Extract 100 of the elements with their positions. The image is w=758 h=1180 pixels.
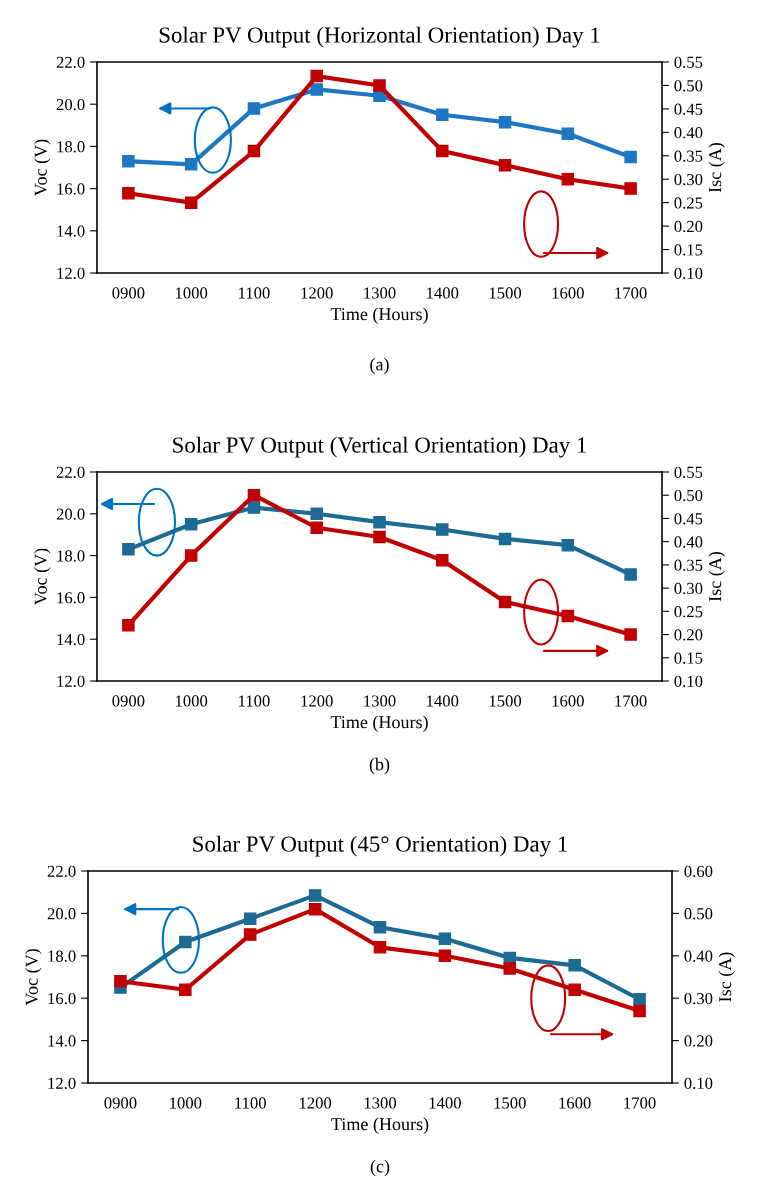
point	[310, 83, 323, 96]
y2-tick-label: 0.40	[674, 127, 703, 139]
point	[373, 79, 386, 92]
x-tick-label: 1000	[175, 287, 208, 299]
x-tick-label: 1700	[615, 287, 647, 299]
point	[624, 182, 637, 195]
y-tick-label: 16.0	[48, 992, 76, 1005]
point	[624, 568, 637, 581]
point	[247, 102, 261, 115]
point	[436, 523, 449, 536]
y2-tick-label: 0.20	[684, 1035, 713, 1047]
point	[184, 549, 198, 562]
y-tick-label: 18.0	[57, 550, 85, 562]
y2-tick-label: 0.30	[674, 173, 703, 186]
point	[561, 609, 575, 623]
x-tick-label: 1100	[239, 695, 270, 707]
point	[247, 501, 261, 514]
point	[184, 517, 198, 531]
x-axis-title: Time (Hours)	[330, 307, 428, 324]
point	[247, 144, 261, 158]
x-axis-title: Time (Hours)	[331, 1117, 429, 1134]
point	[498, 115, 512, 129]
x-tick-label: 1700	[615, 695, 647, 707]
x-axis-title: Time (Hours)	[330, 715, 428, 732]
y-tick-label: 14.0	[57, 633, 85, 646]
x-tick-label: 1600	[559, 1097, 591, 1109]
text: (c)	[370, 1159, 390, 1177]
point	[561, 538, 575, 552]
y-tick-label: 14.0	[48, 1035, 76, 1047]
point	[568, 983, 581, 996]
point	[114, 974, 127, 988]
y2-tick-label: 0.55	[674, 56, 703, 69]
x-tick-label: 1100	[239, 287, 270, 299]
y-tick-label: 20.0	[56, 98, 85, 111]
y-tick-label: 12.0	[48, 1077, 76, 1090]
x-tick-label: 1000	[175, 695, 208, 707]
point	[179, 935, 192, 949]
y2-tick-label: 0.40	[674, 536, 703, 548]
y-axis-title: Voc (V)	[25, 949, 42, 1006]
point	[310, 507, 323, 521]
y-axis-title: Voc (V)	[34, 548, 51, 605]
point	[373, 941, 387, 954]
x-tick-label: 1500	[489, 287, 522, 299]
y-tick-label: 20.0	[47, 908, 76, 920]
point	[243, 928, 257, 941]
x-tick-label: 1600	[552, 287, 584, 299]
point	[373, 920, 387, 934]
y2-tick-label: 0.35	[674, 150, 703, 162]
x-tick-label: 1400	[427, 287, 459, 299]
y2-tick-label: 0.30	[674, 582, 703, 595]
text: (a)	[370, 357, 389, 375]
y2-axis-title: Isc (A)	[718, 952, 735, 1002]
point	[122, 154, 135, 168]
y2-tick-label: 0.25	[674, 197, 703, 209]
y2-tick-label: 0.10	[674, 267, 703, 280]
y-tick-label: 22.0	[56, 466, 85, 479]
point	[373, 515, 386, 529]
point	[310, 69, 323, 83]
point	[310, 521, 323, 534]
point	[624, 150, 637, 164]
y2-tick-label: 0.50	[674, 80, 703, 92]
x-tick-label: 1300	[364, 287, 396, 299]
y2-tick-label: 0.60	[684, 865, 713, 878]
y-tick-label: 14.0	[57, 225, 85, 237]
y-tick-label: 22.0	[47, 865, 76, 878]
y2-tick-label: 0.40	[684, 950, 713, 962]
y-tick-label: 18.0	[57, 141, 85, 153]
point	[436, 553, 449, 567]
point	[243, 912, 257, 925]
x-tick-label: 0900	[112, 287, 145, 299]
point	[122, 619, 135, 632]
x-tick-label: 1200	[301, 287, 333, 299]
y-tick-label: 12.0	[57, 675, 85, 688]
point	[179, 983, 192, 996]
point	[498, 595, 512, 609]
y2-tick-label: 0.20	[674, 629, 703, 641]
y2-tick-label: 0.25	[674, 606, 703, 618]
point	[122, 543, 135, 556]
point	[122, 187, 135, 200]
y2-tick-label: 0.50	[674, 489, 703, 502]
text: (b)	[369, 757, 390, 775]
x-tick-label: 1400	[427, 695, 459, 707]
point	[438, 932, 452, 946]
x-tick-label: 1000	[170, 1097, 202, 1109]
y2-tick-label: 0.15	[674, 244, 703, 256]
point	[184, 158, 198, 171]
chart-title: Solar PV Output (Vertical Orientation) Day 1	[173, 436, 587, 458]
y-tick-label: 16.0	[57, 183, 85, 195]
y2-tick-label: 0.10	[684, 1077, 713, 1090]
y2-tick-label: 0.10	[674, 675, 703, 688]
point	[436, 144, 449, 158]
x-tick-label: 1100	[235, 1097, 266, 1109]
point	[373, 530, 386, 544]
y2-tick-label: 0.45	[674, 513, 703, 525]
y-axis-title: Voc (V)	[34, 139, 51, 196]
x-tick-label: 1300	[364, 695, 396, 707]
point	[438, 949, 452, 963]
x-tick-label: 1700	[624, 1097, 656, 1109]
y2-tick-label: 0.30	[684, 992, 713, 1005]
x-tick-label: 1600	[552, 695, 584, 707]
